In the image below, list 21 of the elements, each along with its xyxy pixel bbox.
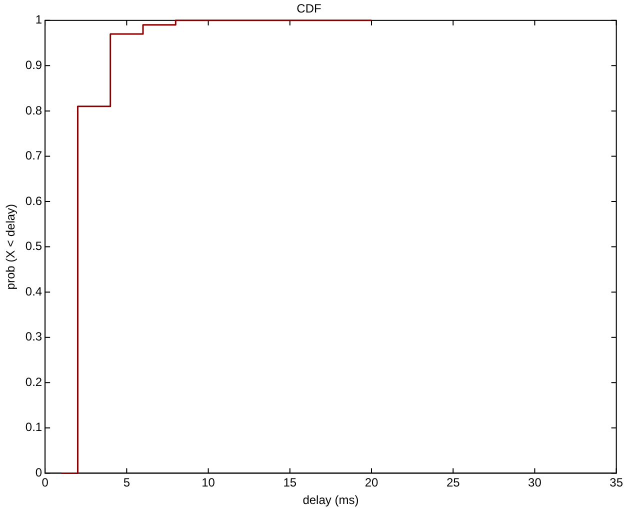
y-axis-title: prob (X < delay) (4, 204, 18, 290)
y-tick-label: 0.2 (25, 374, 42, 389)
y-tick-label: 0.7 (25, 148, 42, 163)
x-tick-label: 20 (364, 476, 378, 490)
chart-title: CDF (296, 2, 322, 16)
x-tick-label: 25 (446, 476, 460, 490)
y-tick-label: 1 (35, 12, 42, 27)
x-tick-label: 30 (528, 476, 542, 490)
x-tick-label: 35 (610, 476, 624, 490)
x-tick-label: 10 (202, 476, 216, 490)
y-tick-label: 0 (35, 466, 42, 480)
y-tick-label: 0.1 (25, 420, 42, 434)
y-tick-label: 0.4 (25, 284, 42, 298)
y-tick-label: 0.6 (25, 194, 42, 208)
y-tick-label: 0.8 (25, 103, 42, 118)
x-tick-label: 15 (283, 476, 297, 490)
y-tick-label: 0.9 (25, 58, 42, 72)
y-tick-label: 0.5 (25, 239, 42, 254)
y-tick-label: 0.3 (25, 330, 42, 344)
x-tick-label: 5 (123, 476, 130, 490)
x-axis-title: delay (ms) (302, 493, 359, 508)
